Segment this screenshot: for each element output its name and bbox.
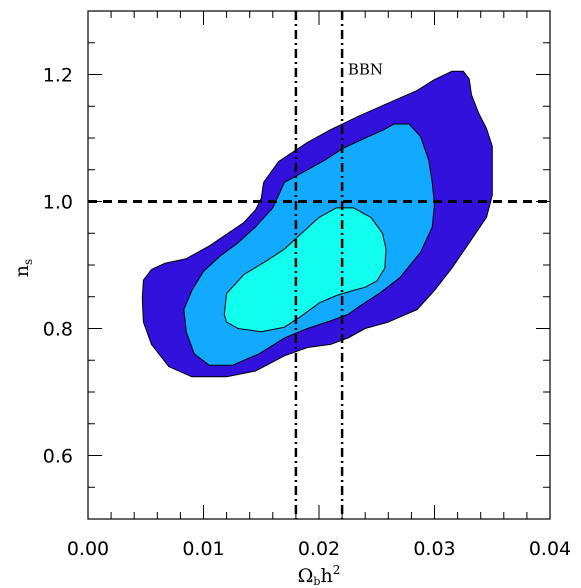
- x-tick-label: 0.04: [529, 538, 571, 560]
- y-tick-label: 1.2: [43, 65, 73, 87]
- y-tick-label: 0.6: [43, 446, 73, 468]
- y-axis-label: ns: [11, 259, 35, 277]
- x-tick-label: 0.03: [413, 538, 455, 560]
- reference-lines: [88, 11, 550, 519]
- x-axis-label: Ωbh2: [298, 563, 341, 588]
- x-axis-label-omega: Ω: [298, 565, 314, 587]
- x-tick-label: 0.00: [67, 538, 109, 560]
- y-axis-label-n: n: [11, 265, 33, 277]
- x-tick-label: 0.01: [182, 538, 224, 560]
- contour-inner: [223, 207, 387, 333]
- y-tick-label: 1.0: [43, 192, 73, 214]
- confidence-contours: [141, 70, 493, 378]
- x-tick-label: 0.02: [298, 538, 340, 560]
- y-tick-labels: 0.6 0.8 1.0 1.2: [43, 65, 73, 468]
- bbn-annotation: BBN: [348, 61, 383, 79]
- y-tick-label: 0.8: [43, 319, 73, 341]
- plot-frame: [87, 10, 551, 520]
- x-tick-labels: 0.00 0.01 0.02 0.03 0.04: [67, 538, 571, 560]
- y-axis-label-sub: s: [21, 259, 35, 265]
- x-axis-label-sup: 2: [333, 563, 341, 577]
- x-axis-label-sub: b: [313, 575, 320, 588]
- x-axis-label-h: h: [320, 565, 332, 587]
